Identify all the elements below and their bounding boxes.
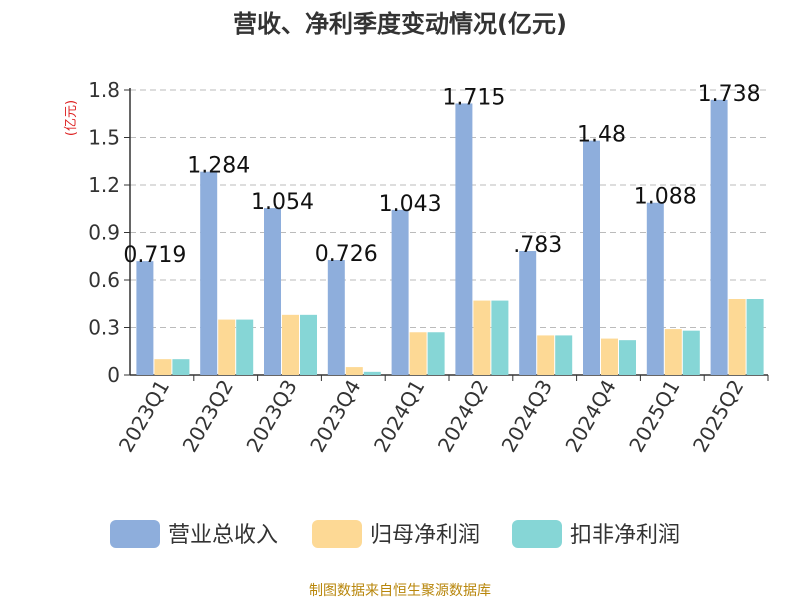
y-tick-label: 1.5 bbox=[88, 126, 120, 150]
bar-revenue bbox=[200, 171, 218, 375]
bar-deducted-profit bbox=[363, 371, 381, 375]
bar-revenue bbox=[583, 140, 600, 375]
data-label-revenue: 1.054 bbox=[251, 190, 314, 215]
y-tick-label: 1.2 bbox=[88, 173, 120, 197]
bar-parent-profit bbox=[409, 332, 427, 375]
x-tick-label: 2023Q2 bbox=[178, 376, 238, 457]
bar-revenue bbox=[391, 209, 409, 375]
bar-revenue bbox=[710, 99, 728, 376]
bar-deducted-profit bbox=[682, 330, 700, 375]
y-tick-label: 0 bbox=[107, 363, 120, 387]
y-tick-label: 1.8 bbox=[88, 78, 120, 102]
bar-deducted-profit bbox=[300, 314, 317, 375]
data-label-revenue: 1.043 bbox=[379, 192, 442, 217]
bar-revenue bbox=[327, 260, 345, 375]
data-label-revenue: 0.726 bbox=[315, 242, 378, 267]
y-axis-unit-label: (亿元) bbox=[64, 100, 79, 136]
data-label-revenue: 1.284 bbox=[187, 154, 250, 179]
y-tick-label: 0.6 bbox=[88, 268, 120, 292]
bar-deducted-profit bbox=[172, 359, 190, 375]
data-source-note: 制图数据来自恒生聚源数据库 bbox=[309, 583, 491, 599]
bar-parent-profit bbox=[473, 300, 491, 375]
bar-deducted-profit bbox=[619, 340, 636, 375]
data-label-revenue: 1.738 bbox=[698, 82, 761, 107]
legend-label: 归母净利润 bbox=[370, 523, 480, 548]
legend-swatch bbox=[110, 520, 160, 548]
bar-revenue bbox=[136, 261, 154, 375]
legend-swatch bbox=[312, 520, 362, 548]
data-label-revenue: 1.715 bbox=[442, 85, 505, 110]
bar-deducted-profit bbox=[555, 335, 573, 375]
x-tick-label: 2024Q3 bbox=[497, 376, 557, 457]
y-tick-label: 0.3 bbox=[88, 316, 120, 340]
x-tick-label: 2025Q1 bbox=[624, 376, 684, 457]
bar-deducted-profit bbox=[491, 300, 509, 375]
chart-title: 营收、净利季度变动情况(亿元) bbox=[233, 10, 567, 38]
data-label-revenue: 1.088 bbox=[634, 185, 697, 210]
x-tick-label: 2023Q4 bbox=[305, 376, 365, 457]
legend-swatch bbox=[512, 520, 562, 548]
bar-deducted-profit bbox=[236, 319, 254, 375]
bar-parent-profit bbox=[345, 367, 363, 375]
bar-revenue bbox=[264, 208, 281, 375]
bar-revenue bbox=[519, 251, 537, 375]
bar-parent-profit bbox=[154, 359, 172, 375]
x-tick-label: 2024Q1 bbox=[369, 376, 429, 457]
x-tick-label: 2024Q4 bbox=[560, 376, 620, 457]
x-tick-label: 2023Q3 bbox=[241, 376, 301, 457]
data-label-revenue: 0.719 bbox=[123, 243, 186, 268]
bar-parent-profit bbox=[728, 299, 746, 375]
data-label-revenue: 1.48 bbox=[577, 123, 626, 148]
bar-deducted-profit bbox=[746, 299, 764, 375]
bar-revenue bbox=[646, 202, 664, 375]
bar-deducted-profit bbox=[427, 332, 445, 375]
legend-label: 营业总收入 bbox=[168, 523, 278, 548]
data-label-revenue: .783 bbox=[513, 233, 562, 258]
bar-parent-profit bbox=[664, 329, 682, 375]
x-tick-label: 2024Q2 bbox=[433, 376, 493, 457]
bar-parent-profit bbox=[537, 335, 555, 375]
bar-parent-profit bbox=[601, 338, 618, 375]
bar-parent-profit bbox=[218, 319, 236, 375]
legend-label: 扣非净利润 bbox=[570, 523, 680, 548]
x-tick-label: 2025Q2 bbox=[688, 376, 748, 457]
x-tick-label: 2023Q1 bbox=[114, 376, 174, 457]
bar-parent-profit bbox=[282, 314, 299, 375]
bar-revenue bbox=[455, 103, 473, 375]
y-tick-label: 0.9 bbox=[88, 221, 120, 245]
